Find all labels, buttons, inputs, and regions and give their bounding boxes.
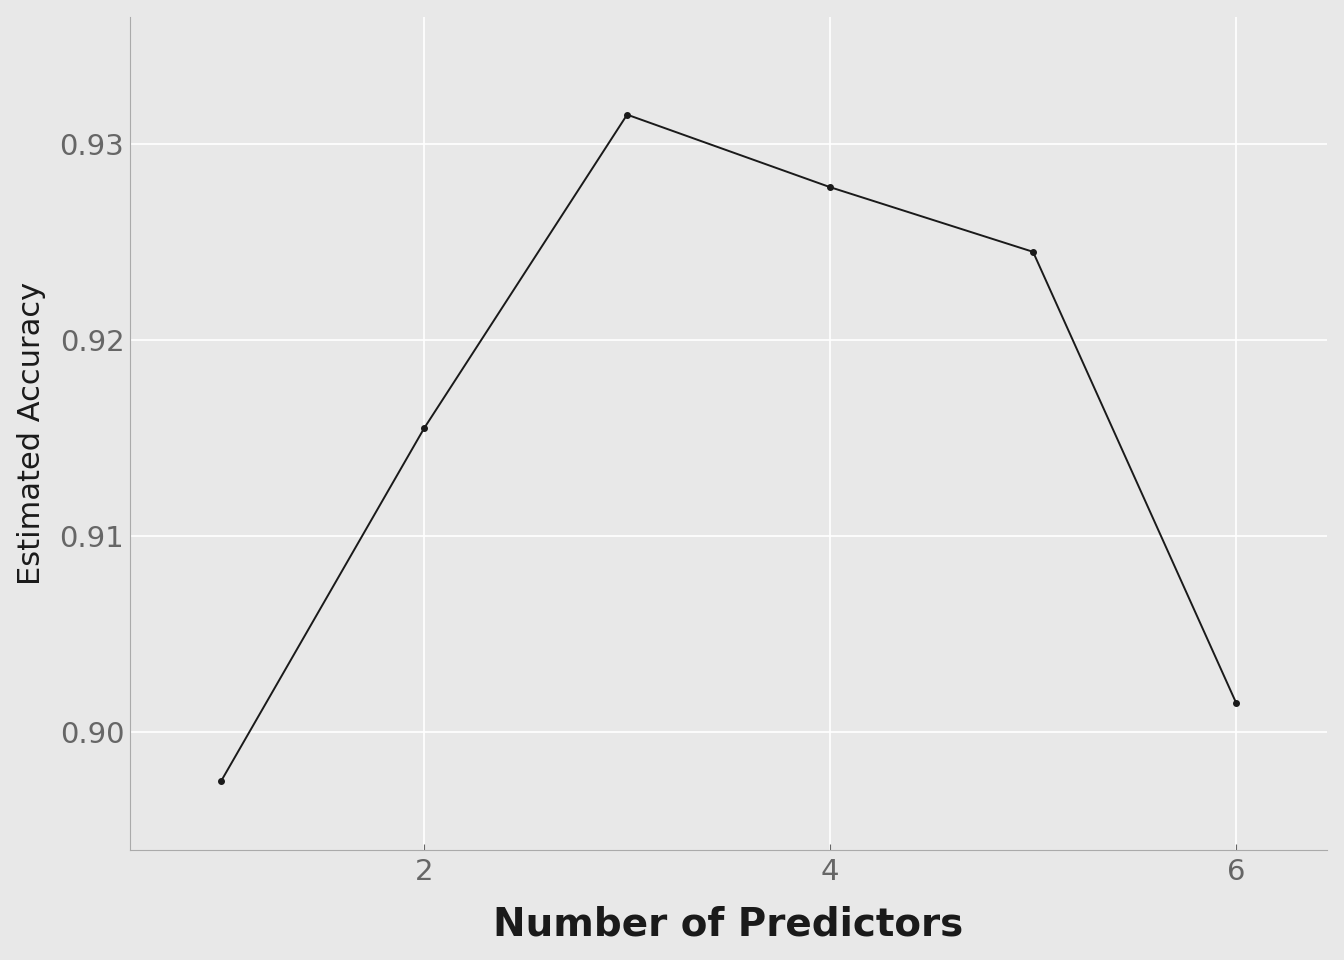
Y-axis label: Estimated Accuracy: Estimated Accuracy bbox=[16, 281, 46, 585]
X-axis label: Number of Predictors: Number of Predictors bbox=[493, 905, 964, 944]
